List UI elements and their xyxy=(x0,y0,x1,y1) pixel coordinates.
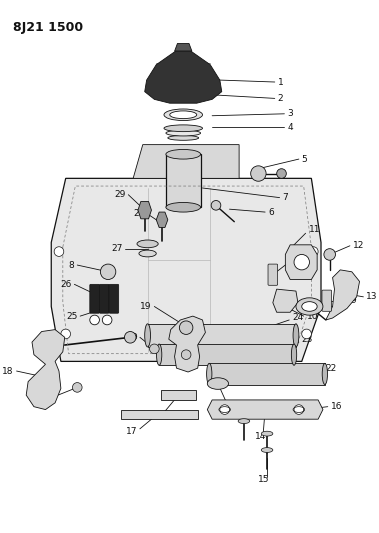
Ellipse shape xyxy=(207,378,229,389)
Ellipse shape xyxy=(261,431,273,436)
Polygon shape xyxy=(169,316,205,372)
Circle shape xyxy=(124,332,136,343)
Text: 24: 24 xyxy=(292,312,303,321)
Ellipse shape xyxy=(322,364,327,384)
Circle shape xyxy=(309,247,318,256)
FancyBboxPatch shape xyxy=(90,284,99,313)
Circle shape xyxy=(100,264,116,279)
Ellipse shape xyxy=(137,240,158,248)
Circle shape xyxy=(324,249,335,260)
Polygon shape xyxy=(161,390,196,400)
Circle shape xyxy=(150,344,159,354)
Polygon shape xyxy=(285,245,317,279)
Text: 6: 6 xyxy=(268,207,274,216)
Ellipse shape xyxy=(261,448,273,453)
Ellipse shape xyxy=(145,324,150,347)
Ellipse shape xyxy=(166,203,200,212)
Polygon shape xyxy=(326,270,360,320)
Polygon shape xyxy=(159,344,294,365)
Polygon shape xyxy=(121,409,198,419)
Circle shape xyxy=(181,350,191,359)
Ellipse shape xyxy=(166,149,200,159)
Ellipse shape xyxy=(293,324,299,347)
Polygon shape xyxy=(175,44,192,51)
Text: 8J21 1500: 8J21 1500 xyxy=(13,21,83,34)
Polygon shape xyxy=(51,179,321,361)
Text: 23: 23 xyxy=(302,335,313,344)
Polygon shape xyxy=(26,329,65,409)
Text: 21: 21 xyxy=(219,401,230,410)
Ellipse shape xyxy=(164,125,202,132)
Text: 12: 12 xyxy=(353,241,364,251)
Text: 7: 7 xyxy=(282,193,288,202)
Text: 14: 14 xyxy=(255,432,266,441)
Text: 16: 16 xyxy=(330,402,342,411)
FancyBboxPatch shape xyxy=(109,284,119,313)
Text: 9: 9 xyxy=(297,254,303,263)
Circle shape xyxy=(294,405,304,414)
Circle shape xyxy=(211,200,221,210)
Circle shape xyxy=(277,169,286,179)
Ellipse shape xyxy=(291,344,297,365)
Text: 29: 29 xyxy=(114,190,125,199)
FancyBboxPatch shape xyxy=(268,264,278,285)
Text: 25: 25 xyxy=(66,312,77,321)
Polygon shape xyxy=(166,154,200,207)
Circle shape xyxy=(294,254,309,270)
Circle shape xyxy=(251,166,266,181)
Ellipse shape xyxy=(164,109,202,120)
Text: 26: 26 xyxy=(60,280,72,289)
Ellipse shape xyxy=(168,135,199,140)
Ellipse shape xyxy=(166,130,200,136)
Text: 17: 17 xyxy=(125,427,137,436)
Text: 5: 5 xyxy=(302,155,307,164)
Ellipse shape xyxy=(296,298,323,315)
Ellipse shape xyxy=(207,364,212,384)
Polygon shape xyxy=(145,51,222,103)
Circle shape xyxy=(61,329,70,339)
Text: 20: 20 xyxy=(150,411,161,420)
Circle shape xyxy=(54,247,64,256)
Circle shape xyxy=(72,383,82,392)
Ellipse shape xyxy=(170,111,197,119)
Text: 10: 10 xyxy=(307,312,318,321)
Text: 9: 9 xyxy=(49,391,55,400)
Text: 27: 27 xyxy=(111,244,122,253)
Text: 4: 4 xyxy=(287,123,293,132)
Ellipse shape xyxy=(139,250,156,257)
Ellipse shape xyxy=(238,419,250,424)
Text: 11: 11 xyxy=(309,225,320,234)
FancyBboxPatch shape xyxy=(99,284,109,313)
Text: 19: 19 xyxy=(140,302,152,311)
Polygon shape xyxy=(147,324,296,347)
Ellipse shape xyxy=(157,344,162,365)
Circle shape xyxy=(90,315,99,325)
Text: 18: 18 xyxy=(2,367,14,376)
Ellipse shape xyxy=(302,302,317,311)
Polygon shape xyxy=(156,212,168,228)
Polygon shape xyxy=(133,144,239,179)
Polygon shape xyxy=(273,289,298,312)
Circle shape xyxy=(220,405,229,414)
Text: 28: 28 xyxy=(133,209,145,219)
Text: 13: 13 xyxy=(366,292,378,301)
Polygon shape xyxy=(138,201,152,219)
Circle shape xyxy=(102,315,112,325)
Polygon shape xyxy=(209,364,325,384)
Text: 2: 2 xyxy=(278,94,283,103)
Text: 30: 30 xyxy=(335,302,347,311)
Text: 1: 1 xyxy=(278,77,283,86)
Text: 15: 15 xyxy=(258,475,270,484)
FancyBboxPatch shape xyxy=(322,290,332,311)
Polygon shape xyxy=(207,400,323,419)
Circle shape xyxy=(179,321,193,334)
Text: 9: 9 xyxy=(350,296,356,305)
Text: 22: 22 xyxy=(326,364,337,373)
Circle shape xyxy=(302,329,312,339)
Text: 9: 9 xyxy=(131,333,137,342)
Text: 8: 8 xyxy=(69,261,74,270)
Text: 3: 3 xyxy=(287,109,293,118)
